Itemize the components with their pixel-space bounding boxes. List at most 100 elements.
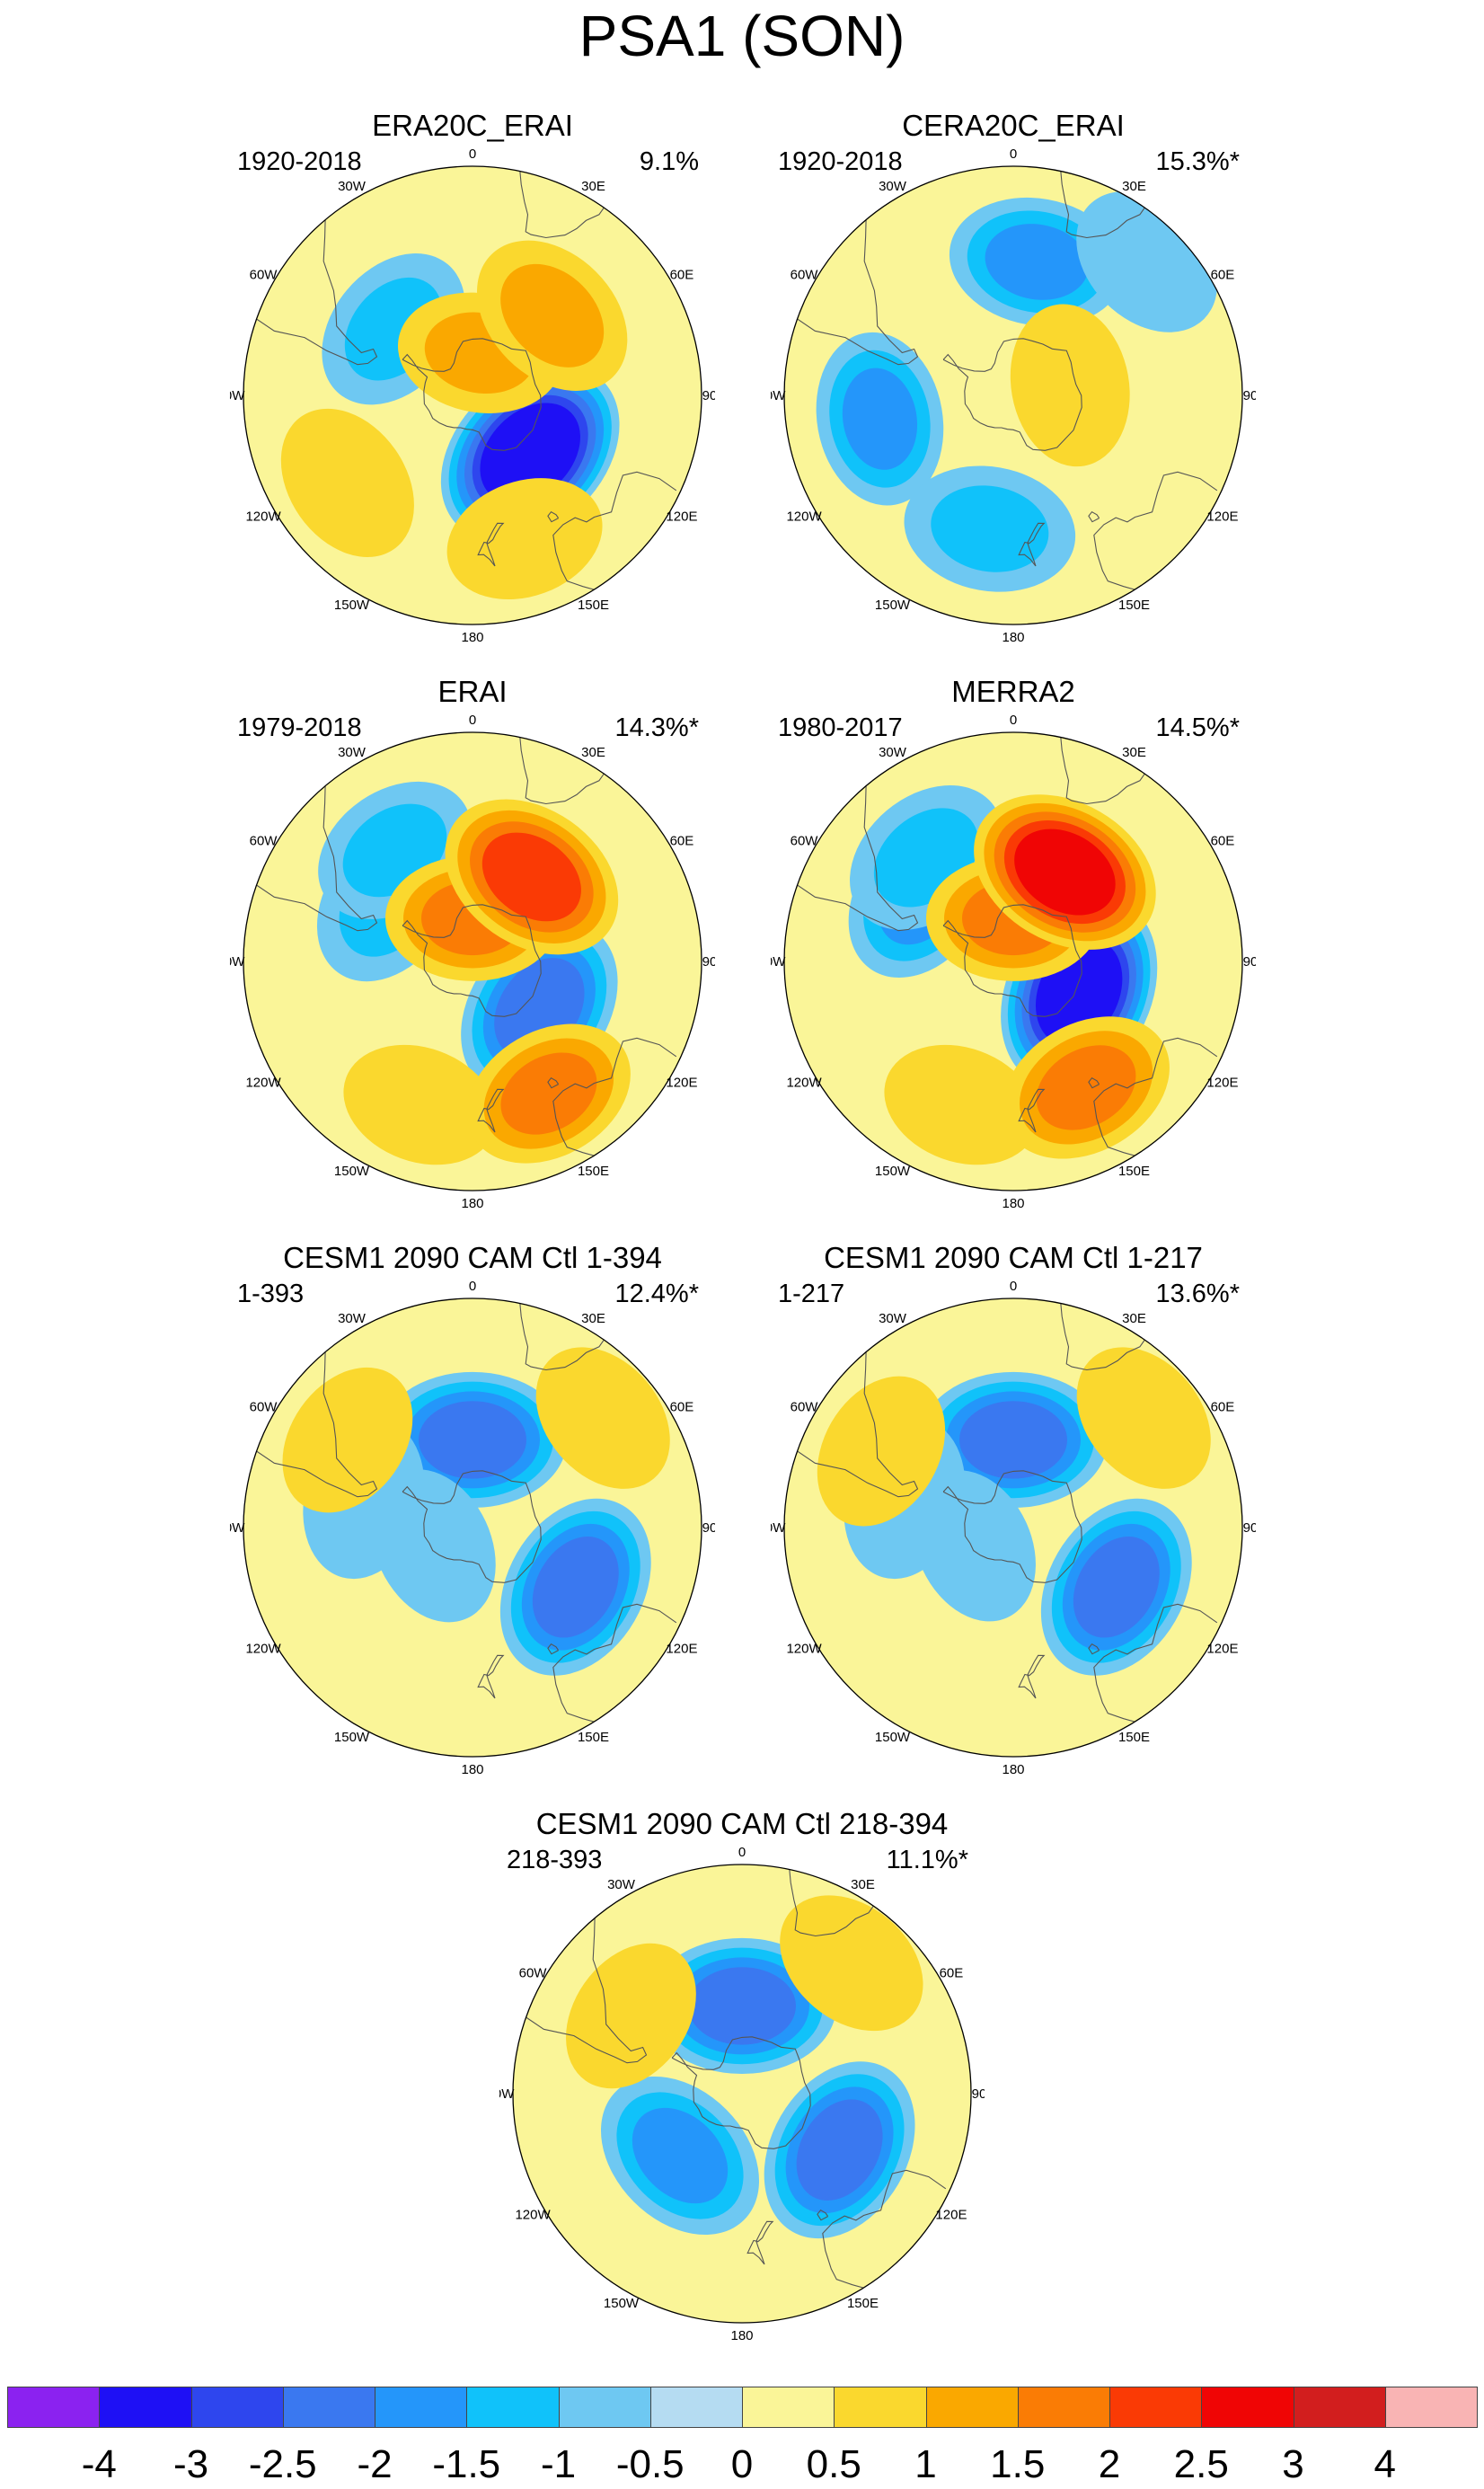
panel-title: CESM1 2090 CAM Ctl 218-394 xyxy=(535,1807,949,1840)
longitude-label: 60E xyxy=(940,1966,964,1981)
longitude-label: 60E xyxy=(1211,268,1235,283)
positive-anomaly-contour xyxy=(566,1943,696,2089)
longitude-label: 30W xyxy=(879,179,907,194)
polar-map: 0 30E 60E 90E 120E 150E 180 150W 120W 90W 60W 30W xyxy=(771,1279,1256,1777)
panel-title: ERA20C_ERAI xyxy=(372,109,573,142)
anomaly-field xyxy=(784,166,1242,624)
longitude-label: 60W xyxy=(791,268,819,283)
longitude-label: 120E xyxy=(666,509,697,525)
map-panel-cera20c: CERA20C_ERAI 1920-2018 15.3%* 0 30E 60E 90E… xyxy=(771,108,1256,647)
coastline xyxy=(1018,541,1037,567)
colorbar-swatch xyxy=(282,2387,375,2428)
longitude-label: 60E xyxy=(670,1400,694,1415)
longitude-label: 150E xyxy=(1118,1730,1150,1745)
longitude-label: 60E xyxy=(1211,834,1235,849)
longitude-label: 150W xyxy=(334,1164,370,1179)
longitude-label: 0 xyxy=(469,146,476,162)
map-panel-cesm-full: CESM1 2090 CAM Ctl 1-394 1-393 12.4%* 0 3… xyxy=(230,1240,715,1779)
longitude-label: 150W xyxy=(604,2296,640,2311)
longitude-label: 90W xyxy=(230,388,245,403)
colorbar-tick-label: -0.5 xyxy=(615,2442,685,2486)
coastline xyxy=(486,1088,505,1111)
coastline xyxy=(1027,522,1046,545)
anomaly-field xyxy=(784,1298,1242,1757)
polar-map: 0 30E 60E 90E 120E 150E 180 150W 120W 90W 60W 30W xyxy=(230,146,715,645)
polar-map: 0 30E 60E 90E 120E 150E 180 150W 120W 90W 60W 30W xyxy=(499,1845,985,2343)
longitude-label: 120W xyxy=(786,509,822,525)
longitude-label: 30E xyxy=(581,179,605,194)
longitude-label: 120W xyxy=(245,1076,281,1091)
panel-title: ERAI xyxy=(437,675,508,708)
longitude-label: 150E xyxy=(578,1164,609,1179)
period-label: 1-217 xyxy=(778,1280,845,1308)
anomaly-field xyxy=(243,732,702,1191)
coastline xyxy=(1018,1673,1037,1699)
longitude-label: 90W xyxy=(771,954,786,970)
coastline xyxy=(477,541,496,567)
coastline xyxy=(1088,510,1100,523)
polar-map: 0 30E 60E 90E 120E 150E 180 150W 120W 90W 60W 30W xyxy=(771,713,1256,1211)
longitude-label: 60W xyxy=(250,834,278,849)
coastline xyxy=(787,1865,879,1937)
longitude-label: 60W xyxy=(791,834,819,849)
map-panel-merra2: MERRA2 1980-2017 14.5%* 0 30E 60E 90E 120E 15… xyxy=(771,674,1256,1213)
longitude-label: 60E xyxy=(1211,1400,1235,1415)
positive-anomaly-contour xyxy=(535,1347,670,1489)
colorbar-tick-label: 0.5 xyxy=(806,2442,861,2486)
colorbar-tick-label: 1 xyxy=(914,2442,937,2486)
positive-anomaly-contour xyxy=(780,1895,923,2032)
period-label: 1980-2017 xyxy=(778,713,903,742)
negative-anomaly-contour xyxy=(1073,1537,1160,1638)
longitude-label: 120E xyxy=(1206,1076,1238,1091)
longitude-label: 180 xyxy=(461,1762,483,1777)
longitude-label: 60E xyxy=(670,834,694,849)
longitude-label: 150E xyxy=(578,598,609,613)
variance-label: 13.6%* xyxy=(1155,1280,1240,1308)
period-label: 1920-2018 xyxy=(778,147,903,176)
longitude-label: 90E xyxy=(1243,1520,1256,1536)
longitude-label: 120W xyxy=(245,1642,281,1657)
coastline xyxy=(822,2169,947,2293)
longitude-label: 30E xyxy=(1122,745,1146,760)
coastline xyxy=(517,166,610,239)
longitude-label: 0 xyxy=(469,1279,476,1294)
negative-anomaly-contour xyxy=(371,1469,496,1623)
longitude-label: 30E xyxy=(1122,179,1146,194)
coastline xyxy=(790,219,919,366)
coastline xyxy=(552,471,677,595)
variance-label: 9.1% xyxy=(639,147,699,176)
map-panel-cesm-a: CESM1 2090 CAM Ctl 1-217 1-217 13.6%* 0 3… xyxy=(771,1240,1256,1779)
longitude-label: 150W xyxy=(875,598,911,613)
colorbar-swatch xyxy=(1384,2387,1478,2428)
longitude-label: 150W xyxy=(875,1730,911,1745)
coastline xyxy=(790,785,919,932)
longitude-label: 90E xyxy=(702,1520,715,1536)
coastline xyxy=(249,785,378,932)
longitude-label: 180 xyxy=(1002,1196,1024,1211)
coastline xyxy=(552,1037,677,1161)
coastline xyxy=(1018,1107,1037,1133)
longitude-label: 90W xyxy=(499,2086,515,2102)
coastline xyxy=(402,338,542,451)
coastline xyxy=(552,1603,677,1727)
coastline xyxy=(402,1470,542,1583)
colorbar-swatch xyxy=(834,2387,927,2428)
anomaly-field xyxy=(513,1865,971,2323)
longitude-label: 90E xyxy=(972,2086,985,2102)
longitude-label: 90W xyxy=(230,954,245,970)
longitude-label: 90E xyxy=(1243,388,1256,403)
figure-title: PSA1 (SON) xyxy=(579,4,905,68)
longitude-label: 150W xyxy=(334,1730,370,1745)
coastline xyxy=(1093,1037,1218,1161)
longitude-label: 180 xyxy=(1002,630,1024,645)
colorbar-tick-label: 4 xyxy=(1374,2442,1396,2486)
variance-label: 14.5%* xyxy=(1155,713,1240,742)
longitude-label: 90W xyxy=(230,1520,245,1536)
longitude-label: 120W xyxy=(245,509,281,525)
coastline xyxy=(486,522,505,545)
negative-anomaly-contour xyxy=(931,485,1049,572)
polar-map: 0 30E 60E 90E 120E 150E 180 150W 120W 90W 60W 30W xyxy=(771,146,1256,645)
longitude-label: 180 xyxy=(461,1196,483,1211)
panel-title: CESM1 2090 CAM Ctl 1-217 xyxy=(824,1241,1203,1274)
longitude-label: 0 xyxy=(469,713,476,728)
